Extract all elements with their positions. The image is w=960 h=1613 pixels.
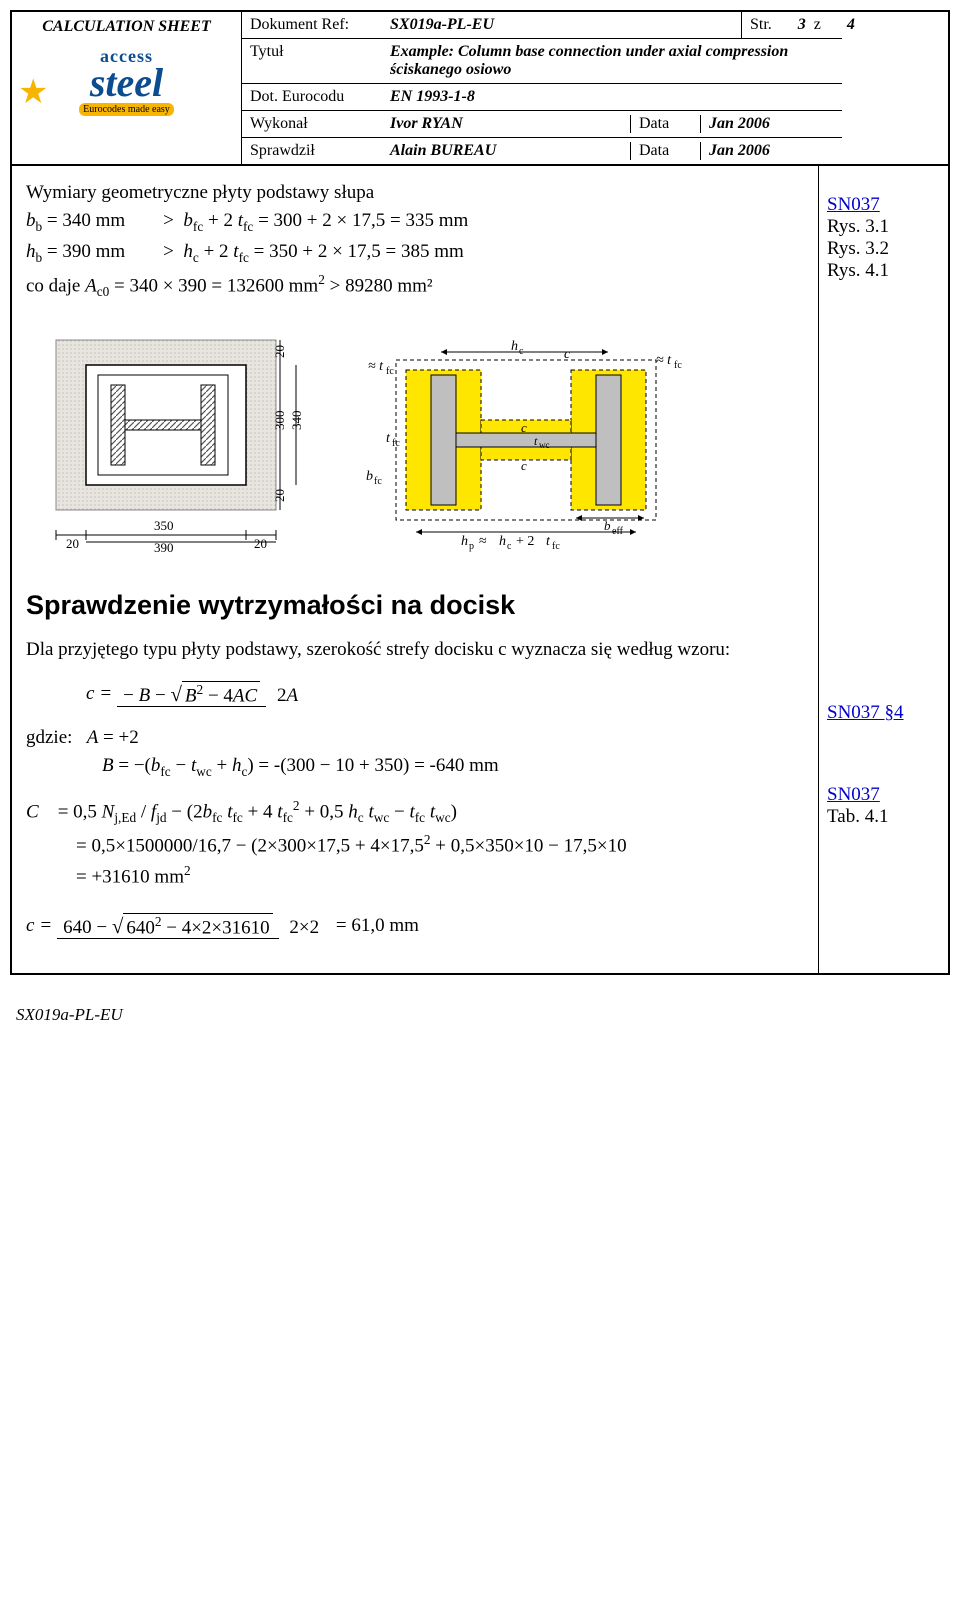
sheet-title: CALCULATION SHEET [20,18,233,36]
docref-label: Dokument Ref: [250,16,390,34]
svg-text:fc: fc [552,541,560,552]
svg-text:c: c [564,347,571,362]
ref-sn037-link-2[interactable]: SN037 [827,784,880,805]
svg-text:fc: fc [674,360,682,371]
page-of: z [814,16,821,34]
svg-text:b: b [366,469,373,484]
ref-rys32: Rys. 3.2 [827,238,940,260]
c-equation-2: c = 640 − √6402 − 4×2×31610 2×2 = 61,0 m… [26,913,804,939]
C-line1: C = 0,5 Nj,Ed / fjd − (2bfc tfc + 4 tfc2… [26,798,804,826]
svg-text:wc: wc [539,440,550,450]
docref-row: Dokument Ref: SX019a-PL-EU [242,12,742,39]
logo-cell: CALCULATION SHEET ★ access steel Eurocod… [12,12,242,164]
geom-line2: hb = 390 mm > hc + 2 tfc = 350 + 2 × 17,… [26,241,804,266]
svg-text:p: p [469,541,474,552]
star-icon: ★ [18,72,48,112]
footer-ref: SX019a-PL-EU [10,1005,950,1025]
geom-line1: bb = 340 mm > bfc + 2 tfc = 300 + 2 × 17… [26,210,804,235]
where-label: gdzie: [26,727,72,748]
title-value: Example: Column base connection under ax… [390,43,834,79]
logo: ★ access steel Eurocodes made easy [20,46,233,117]
svg-text:fc: fc [386,366,394,377]
made-label: Wykonał [250,115,390,133]
body-grid: Wymiary geometryczne płyty podstawy słup… [10,166,950,975]
geom-heading: Wymiary geometryczne płyty podstawy słup… [26,182,804,204]
docref-value: SX019a-PL-EU [390,16,494,34]
logo-steel: steel [20,67,233,99]
main-column: Wymiary geometryczne płyty podstawy słup… [12,166,818,973]
check-intro: Dla przyjętego typu płyty podstawy, szer… [26,639,804,661]
section-heading: Sprawdzenie wytrzymałości na docisk [26,590,804,621]
C-line3: = +31610 mm2 [76,863,804,888]
where-line: gdzie: A = +2 [26,727,804,749]
eurocode-label: Dot. Eurocodu [250,88,390,106]
eurocode-row: Dot. Eurocodu EN 1993-1-8 [242,84,842,111]
svg-text:≈ t: ≈ t [656,353,672,368]
geom-line3: co daje Ac0 = 340 × 390 = 132600 mm2 > 8… [26,272,804,300]
page-total: 4 [847,16,855,34]
figure-right: ≈ tfc tfc bfc hc c ≈ tfc c twc c beff hp… [346,320,706,560]
svg-text:350: 350 [154,518,174,533]
svg-text:b: b [604,518,611,533]
made-date: Jan 2006 [700,115,834,133]
svg-text:h: h [461,534,468,549]
ref-rys41: Rys. 4.1 [827,260,940,282]
page-num: 3 [798,16,806,34]
check-date: Jan 2006 [700,142,834,160]
C-line2: = 0,5×1500000/16,7 − (2×300×17,5 + 4×17,… [76,832,804,857]
ref-rys31: Rys. 3.1 [827,216,940,238]
c-equation: c = − B − √B2 − 4AC 2A [86,681,804,707]
eurocode-value: EN 1993-1-8 [390,88,475,106]
logo-sub: Eurocodes made easy [79,103,174,116]
svg-text:fc: fc [374,476,382,487]
ref-sn037-link[interactable]: SN037 [827,194,880,215]
header-table: CALCULATION SHEET ★ access steel Eurocod… [10,10,950,166]
made-date-label: Data [630,115,700,133]
page-label: Str. [750,16,772,34]
check-label: Sprawdził [250,142,390,160]
svg-text:20: 20 [66,536,79,551]
figure-left: 20 350 20 390 20 300 340 20 [26,320,306,560]
svg-text:c: c [507,541,512,552]
reference-column: SN037 Rys. 3.1 Rys. 3.2 Rys. 4.1 SN037 §… [818,166,948,973]
made-value: Ivor RYAN [390,115,630,133]
svg-text:t: t [546,534,551,549]
page-row: Str. 3 z 4 [742,12,842,39]
check-date-label: Data [630,142,700,160]
svg-text:+ 2: + 2 [516,534,534,549]
check-row: Sprawdził Alain BUREAU Data Jan 2006 [242,138,842,164]
svg-text:c: c [521,420,527,435]
ref-block-1: SN037 Rys. 3.1 Rys. 3.2 Rys. 4.1 [827,176,940,282]
title-row: Tytuł Example: Column base connection un… [242,39,842,84]
B-line: B = −(bfc − twc + hc) = -(300 − 10 + 350… [102,755,804,780]
svg-text:t: t [386,431,391,446]
figure-row: 20 350 20 390 20 300 340 20 [26,320,804,560]
svg-text:fc: fc [392,438,400,449]
ref-sn037-4-link[interactable]: SN037 §4 [827,702,904,723]
svg-text:c: c [521,458,527,473]
svg-text:≈: ≈ [479,534,487,549]
ref-tab41: Tab. 4.1 [827,806,940,828]
svg-text:≈ t: ≈ t [368,359,384,374]
check-value: Alain BUREAU [390,142,630,160]
svg-text:20: 20 [254,536,267,551]
title-label: Tytuł [250,43,390,79]
ref-block-2: SN037 §4 SN037 Tab. 4.1 [827,702,940,828]
svg-text:h: h [499,534,506,549]
made-row: Wykonał Ivor RYAN Data Jan 2006 [242,111,842,138]
